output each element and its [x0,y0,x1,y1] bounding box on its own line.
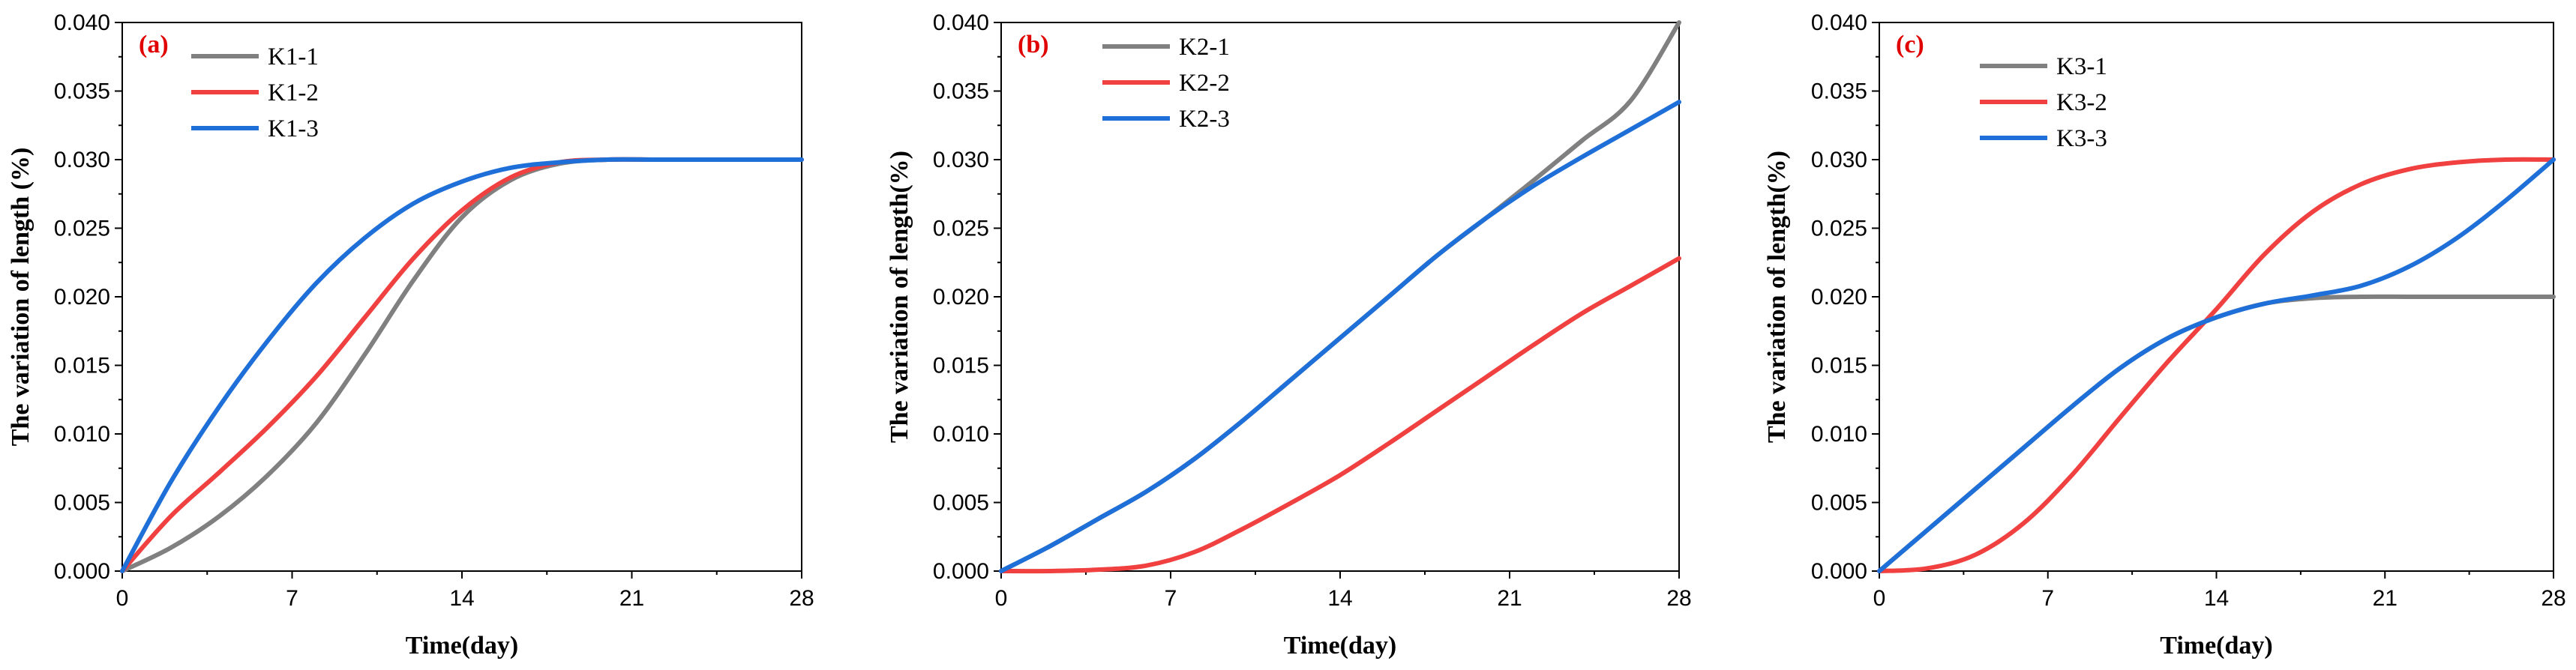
plot-frame [121,22,802,572]
y-tick-label: 0.025 [933,217,989,241]
legend-label: K1-3 [268,115,319,142]
series-line-k1-1 [120,157,804,573]
y-axis-title: The variation of length (%) [7,148,34,447]
legend-label: K2-1 [1179,34,1230,61]
y-tick-label: 0.040 [1811,10,1867,35]
legend-label: K1-1 [268,43,319,70]
x-tick-label: 21 [619,586,644,611]
y-tick-label: 0.040 [54,10,110,35]
y-tick-label: 0.035 [933,79,989,104]
x-tick-label: 14 [449,586,474,611]
panel-label: (c) [1896,31,1924,58]
panel-label: (a) [139,31,169,58]
x-axis-title: Time(day) [2160,632,2272,660]
y-tick-label: 0.020 [54,285,110,310]
x-tick-label: 28 [1666,586,1691,611]
legend: K2-1 K2-2 K2-3 [1102,34,1230,133]
x-tick-label: 28 [789,586,814,611]
y-tick-label: 0.020 [1811,285,1867,310]
x-tick-label: 0 [995,586,1008,611]
y-tick-label: 0.015 [1811,354,1867,378]
legend-label: K3-2 [2056,89,2107,116]
y-tick-label: 0.000 [933,559,989,584]
y-tick-label: 0.030 [933,148,989,172]
legend: K1-1 K1-2 K1-3 [191,43,319,142]
x-tick-label: 7 [286,586,298,611]
y-axis-title: The variation of length(%) [1763,151,1791,443]
x-tick-label: 21 [2373,586,2398,611]
y-tick-label: 0.005 [933,491,989,516]
x-axis-title: Time(day) [406,632,518,660]
x-tick-label: 21 [1497,586,1522,611]
y-tick-label: 0.025 [1811,217,1867,241]
legend: K3-1 K3-2 K3-3 [1980,53,2107,152]
series-line-k3-3 [1877,157,2556,573]
x-tick-label: 0 [1873,586,1886,611]
series-line-k2-1 [999,20,1681,573]
y-axis-title: The variation of length(%) [886,151,913,443]
legend-label: K2-3 [1179,106,1230,133]
y-tick-label: 0.025 [54,217,110,241]
chart-panel-c: 0.000 0.005 0.010 0.015 0.020 0.025 0.030 0.035… [1763,10,2566,660]
legend-label: K3-1 [2056,53,2107,80]
y-tick-label: 0.020 [933,285,989,310]
y-tick-label: 0.035 [1811,79,1867,104]
series-line-k3-1 [1877,294,2556,573]
x-tick-label: 14 [1327,586,1352,611]
y-tick-label: 0.000 [1811,559,1867,584]
y-tick-label: 0.005 [54,491,110,516]
y-tick-label: 0.040 [933,10,989,35]
y-tick-label: 0.015 [933,354,989,378]
x-tick-label: 14 [2204,586,2229,611]
legend-label: K1-2 [268,79,319,106]
x-tick-label: 0 [116,586,129,611]
legend-label: K3-3 [2056,125,2107,152]
y-tick-label: 0.030 [1811,148,1867,172]
panel-label: (b) [1018,31,1049,58]
x-tick-label: 28 [2541,586,2566,611]
series-line-k3-2 [1877,157,2556,573]
x-tick-label: 7 [1165,586,1177,611]
y-tick-label: 0.030 [54,148,110,172]
chart-panel-b: 0.000 0.005 0.010 0.015 0.020 0.025 0.030 0.035… [886,10,1692,660]
y-tick-label: 0.005 [1811,491,1867,516]
x-axis-title: Time(day) [1284,632,1396,660]
series-line-k2-3 [999,100,1681,573]
y-tick-label: 0.010 [933,422,989,447]
y-tick-label: 0.010 [1811,422,1867,447]
y-tick-label: 0.000 [54,559,110,584]
y-tick-label: 0.035 [54,79,110,104]
y-tick-label: 0.010 [54,422,110,447]
y-tick-label: 0.015 [54,354,110,378]
legend-label: K2-2 [1179,70,1230,97]
series-line-k1-3 [120,157,804,573]
chart-panel-a: 0.000 0.005 0.010 0.015 0.020 0.025 0.030 0.035… [7,10,814,660]
series-line-k1-2 [120,157,804,573]
series-line-k2-2 [999,256,1681,574]
x-tick-label: 7 [2041,586,2054,611]
plot-frame [1000,22,1680,572]
